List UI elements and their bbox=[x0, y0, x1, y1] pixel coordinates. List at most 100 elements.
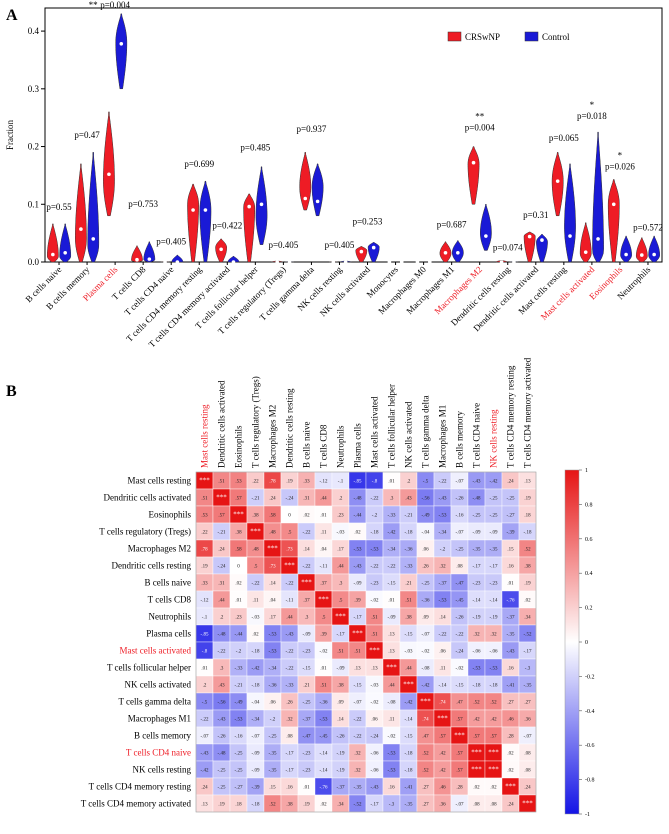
violin-control bbox=[480, 204, 492, 251]
heatmap-cell-value: .02 bbox=[303, 514, 310, 519]
heatmap-cell-value: -.35 bbox=[473, 548, 481, 553]
heatmap-cell-value: .31 bbox=[218, 582, 225, 587]
heatmap-cell-value: .08 bbox=[456, 565, 463, 570]
heatmap-cell-value: .09 bbox=[337, 701, 344, 706]
heatmap-cell-value: .42 bbox=[439, 752, 446, 757]
violin-crswnp bbox=[579, 222, 592, 263]
heatmap-col-label: T cells CD4 naive bbox=[472, 403, 482, 468]
heatmap-cell-value: *** bbox=[216, 494, 227, 502]
heatmap-cell-value: -.35 bbox=[354, 786, 362, 791]
heatmap-cell-value: .24 bbox=[524, 786, 531, 791]
heatmap-col-label: T cells CD8 bbox=[319, 424, 329, 468]
violin-median-crswnp bbox=[555, 179, 560, 183]
heatmap-cell-value: .16 bbox=[286, 786, 293, 791]
heatmap-cell-value: .43 bbox=[405, 497, 412, 502]
heatmap-cell-value: .02 bbox=[354, 531, 361, 536]
heatmap-cell-value: .09 bbox=[422, 616, 429, 621]
heatmap-cell-value: .11 bbox=[388, 718, 395, 723]
heatmap-cell-value: *** bbox=[488, 749, 499, 757]
violin-median-crswnp bbox=[471, 160, 476, 165]
heatmap-cell-value: -.04 bbox=[252, 701, 260, 706]
p-value-label: p=0.31 bbox=[523, 210, 548, 220]
heatmap-cell-value: .24 bbox=[507, 803, 514, 808]
heatmap-cell-value: .52 bbox=[473, 701, 480, 706]
heatmap-cell-value: -.22 bbox=[456, 633, 464, 638]
violin-median-control bbox=[427, 260, 432, 264]
p-value-label: p=0.687 bbox=[437, 219, 467, 229]
heatmap-cell-value: -.09 bbox=[303, 633, 311, 638]
heatmap-cell-value: -.53 bbox=[490, 667, 498, 672]
heatmap-cell-value: .44 bbox=[218, 599, 225, 604]
heatmap-cell-value: -.11 bbox=[320, 565, 328, 570]
heatmap-cell-value: -.09 bbox=[252, 769, 260, 774]
heatmap-col-label: B cells memory bbox=[455, 411, 465, 468]
heatmap-cell-value: -.14 bbox=[405, 718, 413, 723]
heatmap-row-label: T cells CD4 memory resting bbox=[89, 782, 192, 792]
heatmap-cell-value: .08 bbox=[473, 803, 480, 808]
heatmap-cell-value: -.43 bbox=[439, 497, 447, 502]
heatmap-cell-value: -.37 bbox=[507, 616, 515, 621]
heatmap-cell-value: -.36 bbox=[320, 701, 328, 706]
violin-median-crswnp bbox=[611, 202, 616, 207]
heatmap-cell-value: .36 bbox=[524, 718, 531, 723]
heatmap-cell-value: .21 bbox=[303, 684, 310, 689]
heatmap-cell-value: .51 bbox=[201, 497, 208, 502]
violin-crswnp bbox=[103, 111, 115, 217]
heatmap-cell-value: -.48 bbox=[218, 633, 226, 638]
heatmap-cell-value: .38 bbox=[252, 514, 259, 519]
heatmap-cell-value: -.35 bbox=[405, 803, 413, 808]
legend-swatch-control bbox=[524, 31, 539, 42]
colorbar-tick-label: 0.2 bbox=[585, 606, 593, 612]
heatmap-cell-value: -.45 bbox=[456, 599, 464, 604]
p-value-label: p=0.065 bbox=[549, 133, 579, 143]
heatmap-cell-value: -.14 bbox=[473, 599, 481, 604]
y-tick-label: 0.3 bbox=[28, 84, 40, 94]
heatmap-cell-value: -.08 bbox=[388, 701, 396, 706]
heatmap-cell-value: -.45 bbox=[320, 735, 328, 740]
plot-frame bbox=[44, 7, 663, 263]
heatmap-cell-value: -.18 bbox=[473, 684, 481, 689]
heatmap-cell-value: .13 bbox=[524, 480, 531, 485]
heatmap-cell-value: .01 bbox=[303, 786, 310, 791]
heatmap-cell-value: -.22 bbox=[371, 565, 379, 570]
heatmap-row-label: NK cells activated bbox=[125, 680, 192, 690]
heatmap-cell-value: -.22 bbox=[388, 565, 396, 570]
violin-median-control bbox=[315, 199, 320, 204]
heatmap-row-label: T cells follicular helper bbox=[107, 663, 191, 673]
heatmap-cell-value: -.18 bbox=[252, 803, 260, 808]
heatmap-cell-value: .06 bbox=[269, 701, 276, 706]
heatmap-cell-value: -.16 bbox=[235, 735, 243, 740]
heatmap-cell-value: .23 bbox=[337, 514, 344, 519]
violin-median-crswnp bbox=[135, 257, 139, 262]
heatmap-cell-value: -.43 bbox=[507, 650, 515, 655]
violin-control bbox=[87, 152, 100, 263]
heatmap-cell-value: -.2 bbox=[236, 650, 242, 655]
heatmap-cell-value: -.26 bbox=[337, 735, 345, 740]
colorbar-tick-label: 1 bbox=[585, 468, 588, 474]
heatmap-cell-value: -.23 bbox=[303, 769, 311, 774]
heatmap-cell-value: .3 bbox=[390, 497, 394, 502]
heatmap-cell-value: -.36 bbox=[405, 548, 413, 553]
heatmap-cell-value: -.25 bbox=[473, 514, 481, 519]
y-axis-label: Fraction bbox=[5, 120, 15, 150]
heatmap-col-label: T cells CD4 memory resting bbox=[506, 365, 516, 468]
violin-median-crswnp bbox=[303, 196, 308, 201]
heatmap-row-label: NK cells resting bbox=[133, 765, 192, 775]
heatmap-cell-value: .37 bbox=[303, 599, 310, 604]
heatmap-cell-value: .74 bbox=[422, 718, 429, 723]
y-tick-label: 0.2 bbox=[28, 142, 39, 152]
violin-crswnp bbox=[467, 146, 480, 205]
violin-crswnp bbox=[355, 246, 368, 263]
heatmap-cell-value: -.15 bbox=[405, 633, 413, 638]
heatmap-cell-value: .3 bbox=[220, 667, 224, 672]
heatmap-cell-value: -.42 bbox=[422, 684, 430, 689]
heatmap-cell-value: -.36 bbox=[269, 684, 277, 689]
heatmap-cell-value: -.1 bbox=[338, 480, 344, 485]
heatmap-cell-value: .24 bbox=[269, 497, 276, 502]
heatmap-cell-value: .32 bbox=[473, 633, 480, 638]
heatmap-cell-value: .38 bbox=[286, 803, 293, 808]
heatmap-cell-value: -.33 bbox=[235, 667, 243, 672]
heatmap-cell-value: .08 bbox=[524, 752, 531, 757]
heatmap-cell-value: .34 bbox=[337, 803, 344, 808]
